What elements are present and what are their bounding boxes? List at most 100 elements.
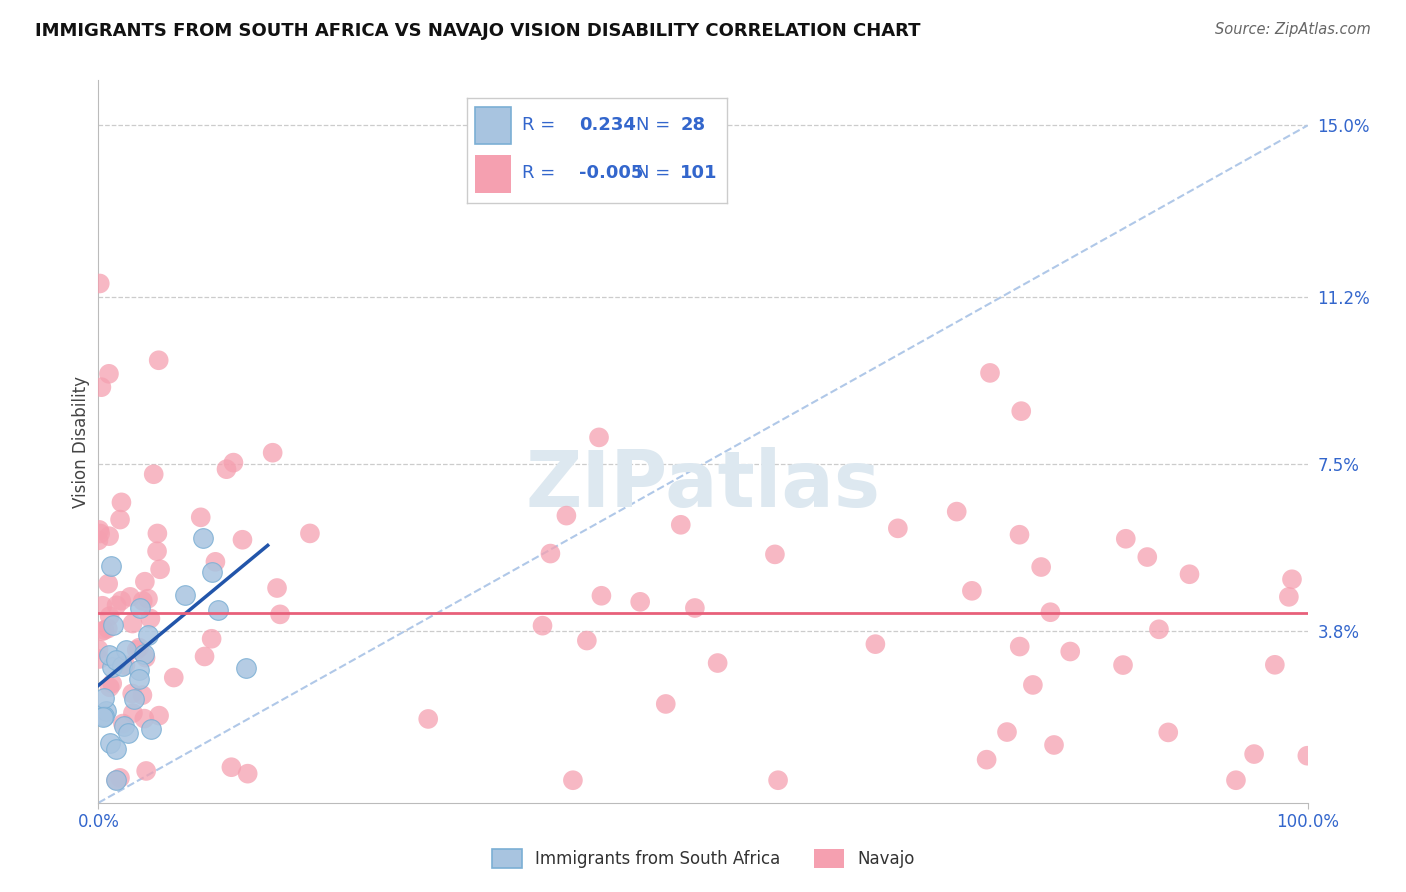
Point	[110, 593, 132, 607]
Point	[98, 681, 121, 695]
Point	[101, 676, 124, 690]
Point	[105, 773, 128, 788]
Point	[766, 773, 789, 788]
Point	[149, 562, 172, 576]
Point	[1243, 747, 1265, 761]
Point	[575, 633, 598, 648]
Point	[115, 643, 138, 657]
Point	[979, 366, 1001, 380]
Point	[97, 648, 120, 662]
Point	[128, 663, 150, 677]
Point	[201, 565, 224, 579]
Text: IMMIGRANTS FROM SOUTH AFRICA VS NAVAJO VISION DISABILITY CORRELATION CHART: IMMIGRANTS FROM SOUTH AFRICA VS NAVAJO V…	[35, 22, 921, 40]
Point	[163, 671, 186, 685]
Point	[538, 547, 561, 561]
Point	[655, 697, 678, 711]
Point	[91, 599, 114, 613]
Point	[93, 691, 115, 706]
Point	[1115, 532, 1137, 546]
Point	[555, 508, 578, 523]
Point	[1225, 773, 1247, 788]
Point	[960, 583, 983, 598]
Point	[108, 513, 131, 527]
Point	[136, 628, 159, 642]
Point	[531, 618, 554, 632]
Point	[146, 526, 169, 541]
Point	[134, 712, 156, 726]
Point	[231, 533, 253, 547]
Point	[591, 589, 613, 603]
Point	[266, 581, 288, 595]
Point	[139, 722, 162, 736]
Point	[136, 591, 159, 606]
Point	[104, 742, 127, 756]
Point	[561, 773, 583, 788]
Point	[1278, 590, 1301, 604]
Point	[945, 505, 967, 519]
Point	[125, 643, 148, 657]
Point	[128, 672, 150, 686]
Point	[122, 706, 145, 720]
Point	[235, 661, 257, 675]
Point	[97, 367, 120, 381]
Point	[148, 708, 170, 723]
Point	[1112, 658, 1135, 673]
Point	[148, 353, 170, 368]
Point	[222, 456, 245, 470]
Point	[93, 623, 115, 637]
Point	[111, 659, 134, 673]
Point	[1043, 738, 1066, 752]
Point	[128, 601, 150, 615]
Point	[139, 611, 162, 625]
Point	[207, 603, 229, 617]
Point	[98, 529, 121, 543]
Point	[215, 462, 238, 476]
Point	[763, 547, 786, 561]
Point	[193, 649, 215, 664]
Point	[122, 691, 145, 706]
Point	[1039, 605, 1062, 619]
Point	[91, 710, 114, 724]
Point	[1281, 572, 1303, 586]
Point	[112, 719, 135, 733]
Point	[174, 588, 197, 602]
Text: Source: ZipAtlas.com: Source: ZipAtlas.com	[1215, 22, 1371, 37]
Point	[683, 601, 706, 615]
Point	[101, 660, 124, 674]
Point	[89, 652, 111, 666]
Point	[142, 467, 165, 482]
Point	[201, 632, 224, 646]
Point	[262, 446, 284, 460]
Text: ZIPatlas: ZIPatlas	[526, 447, 880, 523]
Y-axis label: Vision Disability: Vision Disability	[72, 376, 90, 508]
Point	[1008, 640, 1031, 654]
Point	[89, 526, 111, 541]
Point	[103, 618, 125, 632]
Point	[98, 736, 121, 750]
Point	[1059, 644, 1081, 658]
Point	[117, 725, 139, 739]
Point	[135, 764, 157, 778]
Point	[89, 277, 111, 291]
Point	[628, 595, 651, 609]
Point	[588, 430, 610, 444]
Point	[995, 725, 1018, 739]
Point	[134, 648, 156, 662]
Point	[105, 599, 128, 613]
Point	[669, 517, 692, 532]
Point	[110, 495, 132, 509]
Point	[105, 773, 128, 788]
Point	[90, 380, 112, 394]
Point	[91, 624, 114, 639]
Point	[190, 510, 212, 524]
Point	[1296, 748, 1319, 763]
Point	[191, 531, 214, 545]
Point	[204, 555, 226, 569]
Point	[236, 766, 259, 780]
Point	[128, 640, 150, 655]
Point	[94, 704, 117, 718]
Point	[1264, 657, 1286, 672]
Point	[121, 616, 143, 631]
Point	[1157, 725, 1180, 739]
Point	[135, 650, 157, 665]
